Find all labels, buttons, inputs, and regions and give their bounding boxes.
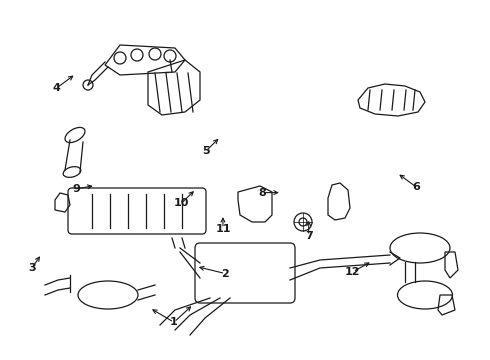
Text: 12: 12 bbox=[345, 267, 361, 277]
Text: 4: 4 bbox=[52, 83, 60, 93]
Text: 6: 6 bbox=[413, 182, 420, 192]
Text: 2: 2 bbox=[221, 269, 229, 279]
Text: 3: 3 bbox=[28, 263, 36, 273]
Text: 10: 10 bbox=[173, 198, 189, 208]
Text: 7: 7 bbox=[305, 231, 313, 241]
Text: 9: 9 bbox=[72, 184, 80, 194]
Text: 8: 8 bbox=[258, 188, 266, 198]
Text: 5: 5 bbox=[202, 146, 210, 156]
Text: 1: 1 bbox=[170, 317, 178, 327]
Text: 11: 11 bbox=[215, 224, 231, 234]
